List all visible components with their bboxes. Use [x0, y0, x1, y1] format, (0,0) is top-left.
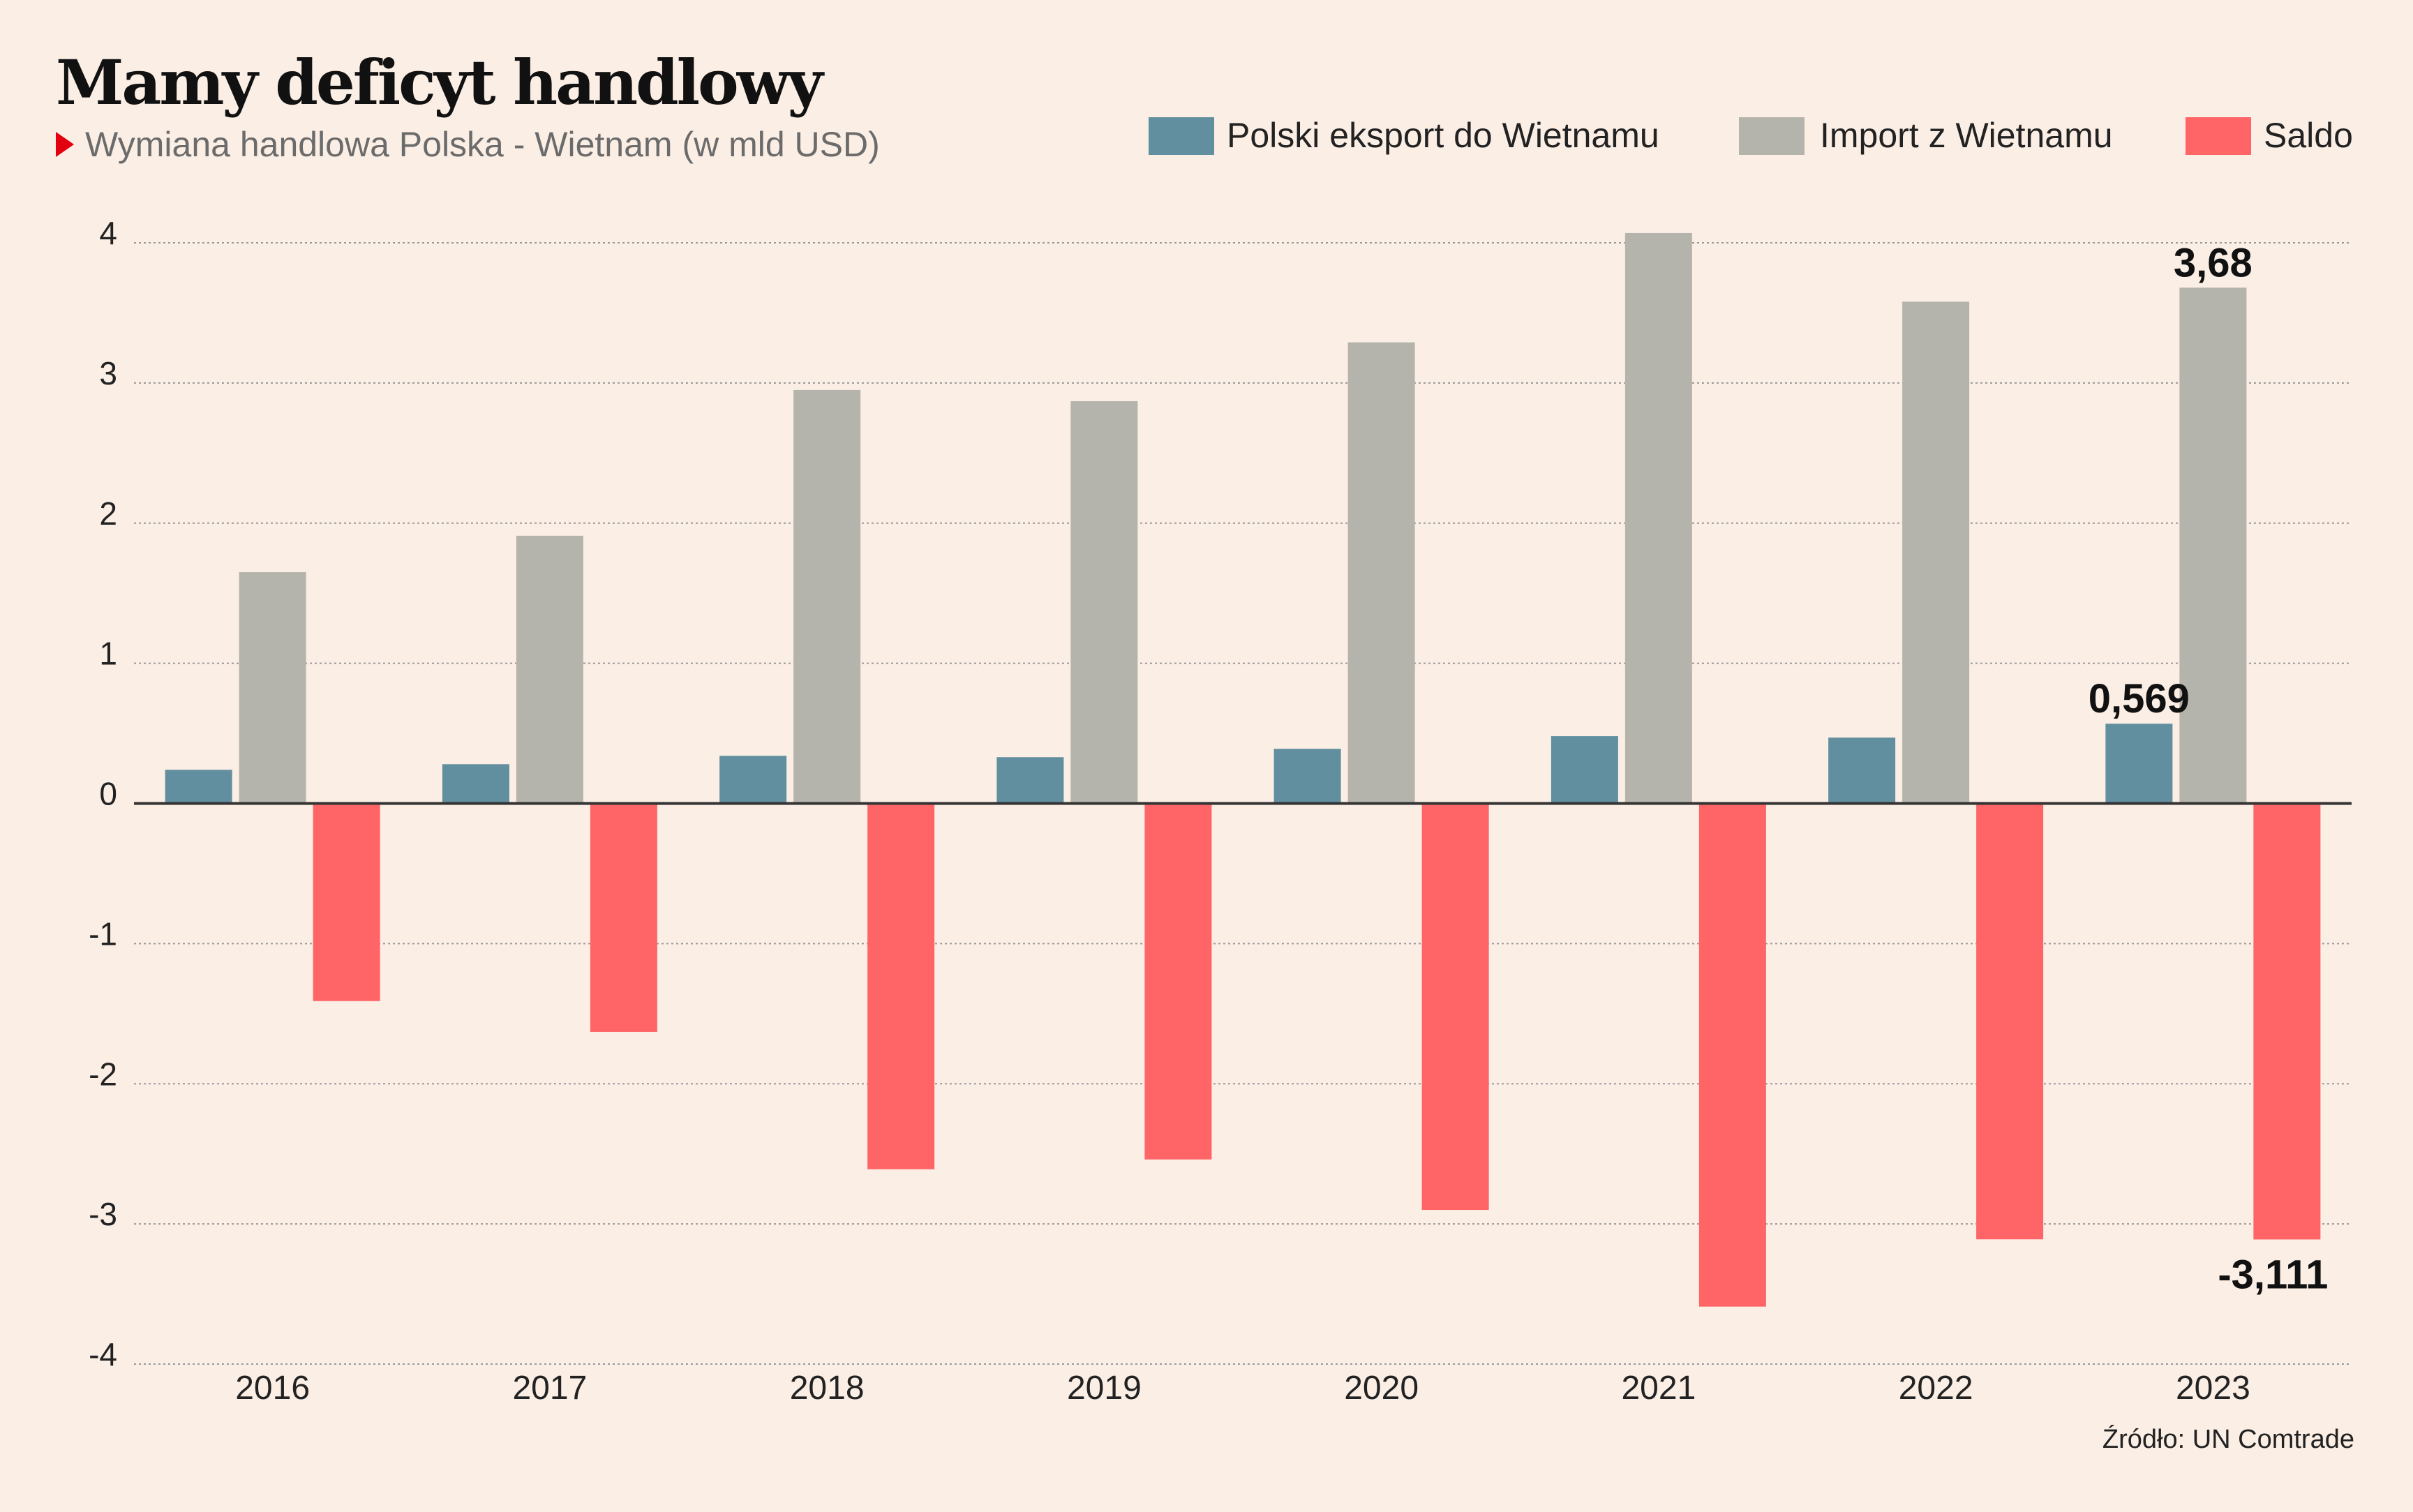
bar-polski-eksport-do-wietnamu-2018 — [719, 756, 787, 804]
bar-polski-eksport-do-wietnamu-2019 — [996, 757, 1064, 804]
bar-polski-eksport-do-wietnamu-2020 — [1273, 749, 1341, 804]
bar-polski-eksport-do-wietnamu-2021 — [1551, 736, 1618, 804]
y-tick-label: -3 — [89, 1196, 117, 1232]
chart-subtitle: Wymiana handlowa Polska - Wietnam (w mld… — [56, 124, 880, 165]
x-tick-label: 2019 — [1067, 1370, 1142, 1407]
bar-saldo-2021 — [1698, 803, 1766, 1307]
source-note: Źródło: UN Comtrade — [2102, 1425, 2354, 1454]
chart-title: Mamy deficyt handlowy — [56, 46, 823, 119]
bar-import-z-wietnamu-2017 — [516, 535, 583, 804]
bar-saldo-2017 — [590, 803, 657, 1032]
bar-saldo-2019 — [1144, 803, 1212, 1160]
legend-label: Saldo — [2264, 116, 2353, 155]
x-tick-label: 2016 — [235, 1370, 310, 1407]
data-labels: 3,68 0,569 -3,111 — [2089, 240, 2329, 1297]
bar-import-z-wietnamu-2016 — [239, 572, 306, 804]
x-tick-label: 2023 — [2176, 1370, 2250, 1407]
x-tick-label: 2021 — [1621, 1370, 1696, 1407]
x-tick-label: 2017 — [512, 1370, 587, 1407]
bar-saldo-2020 — [1421, 803, 1489, 1211]
y-tick-label: 3 — [99, 355, 117, 391]
y-tick-label: 1 — [99, 636, 117, 672]
bar-import-z-wietnamu-2020 — [1347, 342, 1415, 804]
bar-saldo-2022 — [1976, 803, 2044, 1240]
y-tick-label: -1 — [89, 915, 117, 952]
data-label: -3,111 — [2218, 1252, 2328, 1297]
y-tick-label: 0 — [99, 776, 117, 812]
legend-swatch — [2186, 117, 2251, 155]
bar-polski-eksport-do-wietnamu-2017 — [442, 764, 509, 804]
bar-import-z-wietnamu-2019 — [1070, 401, 1138, 804]
legend-label: Import z Wietnamu — [1820, 116, 2113, 155]
legend-swatch — [1739, 117, 1805, 155]
bar-saldo-2023 — [2253, 803, 2321, 1240]
y-axis-ticks: 4 3 2 1 0 -1 -2 -3 -4 — [89, 215, 117, 1372]
x-axis-ticks: 2016 2017 2018 2019 2020 2021 2022 2023 — [235, 1370, 2250, 1407]
bar-polski-eksport-do-wietnamu-2023 — [2105, 724, 2173, 804]
x-tick-label: 2022 — [1899, 1370, 1973, 1407]
y-tick-label: -2 — [89, 1056, 117, 1092]
bar-polski-eksport-do-wietnamu-2016 — [165, 770, 232, 804]
x-tick-label: 2020 — [1344, 1370, 1419, 1407]
bars — [165, 232, 2321, 1307]
bar-saldo-2018 — [867, 803, 935, 1169]
bar-import-z-wietnamu-2022 — [1902, 301, 1970, 804]
bar-polski-eksport-do-wietnamu-2022 — [1828, 738, 1896, 804]
legend-swatch — [1149, 117, 1214, 155]
y-tick-label: 2 — [99, 495, 117, 532]
bar-saldo-2016 — [313, 803, 380, 1001]
triangle-marker-icon — [56, 132, 74, 157]
y-tick-label: -4 — [89, 1336, 117, 1372]
data-label: 0,569 — [2089, 676, 2190, 721]
y-tick-label: 4 — [99, 215, 117, 251]
legend-label: Polski eksport do Wietnamu — [1227, 116, 1659, 155]
bar-import-z-wietnamu-2023 — [2179, 287, 2247, 804]
subtitle-text: Wymiana handlowa Polska - Wietnam (w mld… — [85, 125, 880, 164]
bar-import-z-wietnamu-2018 — [793, 389, 861, 804]
x-tick-label: 2018 — [790, 1370, 865, 1407]
legend: Polski eksport do Wietnamu Import z Wietn… — [1149, 116, 2353, 155]
data-label: 3,68 — [2174, 240, 2253, 285]
bar-import-z-wietnamu-2021 — [1624, 232, 1692, 804]
